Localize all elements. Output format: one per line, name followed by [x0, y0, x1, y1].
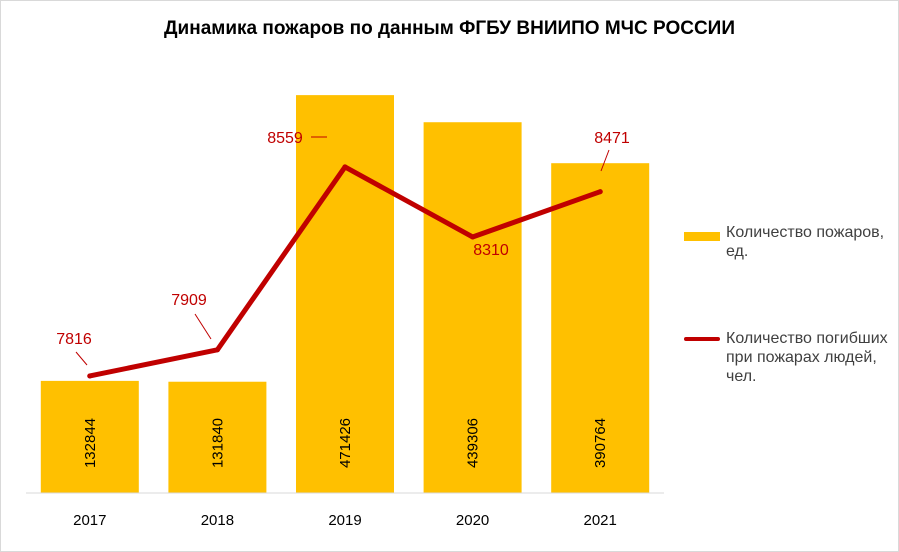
bar-2019: [296, 95, 394, 493]
bar-value-label: 131840: [209, 418, 226, 468]
bar-2021: [551, 163, 650, 493]
bar-2020: [423, 122, 522, 493]
line-value-label: 8559: [267, 130, 303, 147]
bar-2017: [40, 380, 139, 493]
leader-line: [600, 149, 610, 172]
bar-value-label: 471426: [337, 418, 354, 468]
line-point-2020: [470, 234, 476, 240]
line-value-label: 7909: [171, 292, 207, 309]
x-tick-label: 2018: [201, 512, 234, 529]
legend-item-fires: Количество пожаров, ед.: [684, 223, 894, 261]
x-tick-label: 2021: [584, 512, 617, 529]
line-value-label: 8310: [473, 242, 509, 259]
x-tick-label: 2020: [456, 512, 489, 529]
x-tick-label: 2017: [73, 512, 106, 529]
legend-swatch-fires: [684, 232, 720, 241]
legend-label-fires: Количество пожаров, ед.: [726, 224, 885, 260]
legend-swatch-deaths: [684, 337, 720, 341]
x-tick-label: 2019: [328, 512, 361, 529]
chart-title: Динамика пожаров по данным ФГБУ ВНИИПО М…: [164, 18, 735, 39]
legend-label-deaths: Количество погибших при пожарах людей, ч…: [726, 330, 888, 385]
line-point-2021: [597, 189, 603, 195]
line-point-2019: [342, 164, 348, 170]
bar-value-label: 132844: [82, 418, 99, 468]
line-value-label: 7816: [56, 331, 92, 348]
leader-line: [194, 313, 212, 340]
line-value-label: 8471: [594, 130, 630, 147]
line-point-2017: [87, 373, 93, 379]
bar-value-label: 439306: [465, 418, 482, 468]
legend: Количество пожаров, ед. Количество погиб…: [684, 223, 894, 386]
bar-2018: [168, 381, 267, 493]
bar-value-label: 390764: [592, 418, 609, 468]
leader-line: [75, 351, 88, 366]
line-point-2018: [214, 347, 220, 353]
legend-item-deaths: Количество погибших при пожарах людей, ч…: [684, 329, 894, 386]
